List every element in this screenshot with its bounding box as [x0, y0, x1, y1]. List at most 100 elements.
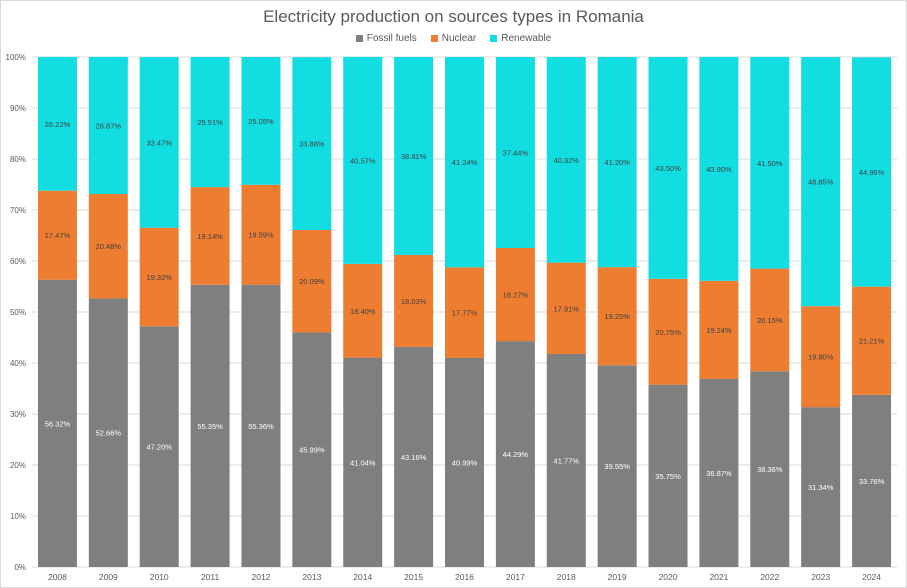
legend-swatch-nuclear: [430, 35, 438, 42]
bar-segment: [445, 267, 484, 358]
data-label: 38.36%: [757, 465, 783, 474]
x-tick-label: 2012: [252, 572, 271, 582]
y-tick-label: 100%: [6, 53, 26, 62]
data-label: 45.99%: [299, 446, 325, 455]
data-label: 47.20%: [146, 443, 172, 452]
data-label: 56.32%: [45, 419, 71, 428]
data-label: 41.77%: [554, 456, 580, 465]
bar-segment: [597, 267, 637, 366]
data-label: 48.85%: [808, 178, 834, 187]
legend-swatch-renewable: [490, 35, 498, 42]
data-label: 19.25%: [604, 312, 630, 321]
y-tick-label: 30%: [10, 410, 26, 419]
data-label: 43.90%: [706, 165, 732, 174]
bar-segment: [801, 57, 841, 307]
bar-segment: [292, 332, 332, 567]
bar-segment: [852, 394, 892, 567]
y-tick-label: 80%: [10, 155, 26, 164]
data-label: 43.50%: [655, 164, 681, 173]
bar-segment: [343, 263, 383, 358]
bar-segment: [648, 384, 688, 567]
y-tick-label: 40%: [10, 359, 26, 368]
legend-item-fossil: Fossil fuels: [355, 33, 417, 44]
bar-segment: [546, 262, 586, 354]
x-tick-label: 2021: [709, 572, 728, 582]
data-label: 33.76%: [859, 477, 885, 486]
data-label: 33.88%: [299, 140, 325, 149]
bar-segment: [343, 357, 383, 567]
data-label: 39.55%: [604, 462, 630, 471]
chart-title: Electricity production on sources types …: [263, 7, 644, 26]
x-tick-label: 2022: [760, 572, 779, 582]
data-label: 17.77%: [452, 309, 478, 318]
data-label: 44.96%: [859, 168, 885, 177]
bar-segment: [597, 57, 637, 268]
legend-item-nuclear: Nuclear: [430, 33, 476, 44]
data-label: 19.14%: [197, 232, 223, 241]
data-label: 41.04%: [350, 458, 376, 467]
y-tick-label: 20%: [10, 461, 26, 470]
data-label: 18.03%: [401, 297, 427, 306]
data-label: 31.34%: [808, 483, 834, 492]
data-label: 26.87%: [96, 121, 122, 130]
y-tick-label: 90%: [10, 104, 26, 113]
bar-segment: [495, 247, 535, 342]
x-tick-label: 2015: [404, 572, 423, 582]
bar-segment: [292, 229, 332, 333]
x-tick-label: 2013: [302, 572, 321, 582]
bar-segment: [699, 56, 739, 281]
data-label: 20.15%: [757, 316, 783, 325]
y-tick-label: 70%: [10, 206, 26, 215]
bar-segment: [597, 365, 637, 567]
chart-legend: Fossil fuels Nuclear Renewable: [0, 33, 907, 44]
bar-segment: [343, 56, 383, 264]
bar-segment: [190, 187, 230, 285]
x-tick-label: 2014: [353, 572, 372, 582]
bar-segment: [190, 57, 230, 188]
data-label: 38.81%: [401, 152, 427, 161]
data-label: 19.59%: [248, 231, 274, 240]
x-tick-label: 2008: [48, 572, 67, 582]
legend-label-fossil: Fossil fuels: [366, 33, 417, 44]
bar-segment: [750, 56, 790, 269]
bar-segment: [88, 56, 128, 194]
bar-segment: [139, 326, 179, 567]
bar-segment: [546, 57, 586, 263]
x-tick-label: 2024: [862, 572, 881, 582]
data-label: 41.50%: [757, 159, 783, 168]
bar-segment: [88, 193, 128, 299]
data-label: 17.91%: [554, 304, 580, 313]
data-label: 44.29%: [503, 450, 529, 459]
bar-segment: [699, 280, 739, 379]
x-tick-label: 2023: [811, 572, 830, 582]
y-tick-label: 50%: [10, 308, 26, 317]
bar-segment: [852, 57, 892, 287]
bar-segment: [801, 407, 841, 567]
bar-segment: [394, 346, 434, 567]
bar-segment: [394, 254, 434, 347]
bar-segment: [241, 184, 281, 285]
data-label: 33.47%: [146, 138, 172, 147]
data-label: 17.47%: [45, 231, 71, 240]
data-label: 41.20%: [604, 158, 630, 167]
x-tick-label: 2018: [557, 572, 576, 582]
data-label: 55.36%: [248, 422, 274, 431]
bar-segment: [394, 57, 434, 255]
bar-segment: [445, 357, 484, 567]
data-label: 18.27%: [503, 291, 529, 300]
bar-segment: [241, 57, 281, 185]
data-label: 25.05%: [248, 117, 274, 126]
bar-segment: [495, 57, 535, 248]
data-label: 21.21%: [859, 337, 885, 346]
data-label: 20.09%: [299, 277, 325, 286]
data-label: 52.66%: [96, 429, 122, 438]
data-label: 18.40%: [350, 307, 376, 316]
data-label: 43.16%: [401, 453, 427, 462]
bar-segment: [139, 227, 179, 327]
bar-segment: [852, 286, 892, 395]
bar-segment: [190, 284, 230, 567]
bar-segment: [801, 306, 841, 408]
y-tick-label: 60%: [10, 257, 26, 266]
x-tick-label: 2010: [150, 572, 169, 582]
